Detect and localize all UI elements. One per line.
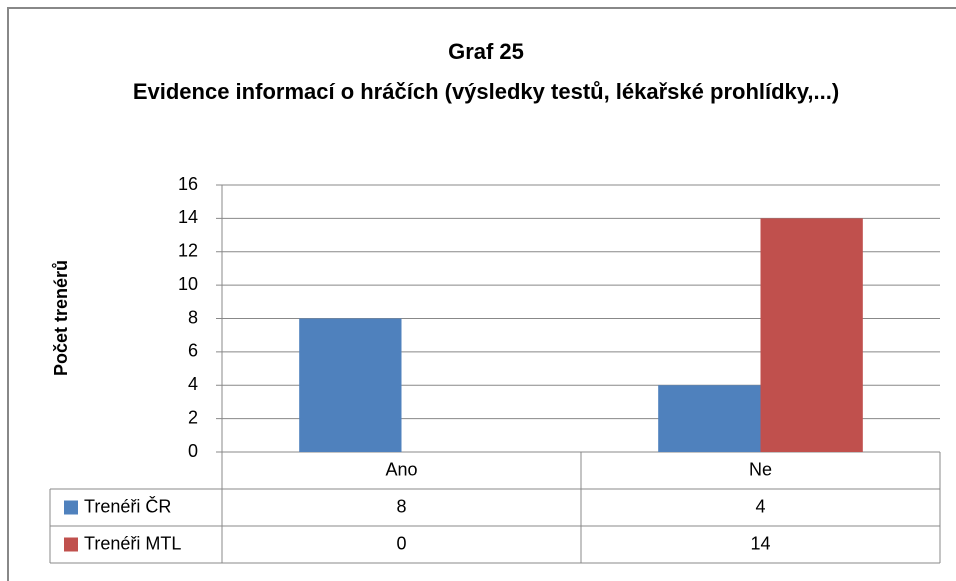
- legend-label: Trenéři ČR: [84, 495, 171, 516]
- y-tick-label: 10: [178, 274, 198, 294]
- x-tick-label: Ano: [385, 459, 417, 479]
- titles: Graf 25 Evidence informací o hráčích (vý…: [126, 32, 846, 112]
- chart-title: Graf 25: [448, 39, 524, 64]
- table-value: 4: [755, 496, 765, 516]
- table-value: 0: [396, 533, 406, 553]
- y-tick-label: 2: [188, 407, 198, 427]
- legend-key: [64, 537, 78, 552]
- y-tick-label: 12: [178, 241, 198, 261]
- y-tick-label: 8: [188, 307, 198, 327]
- table-value: 14: [750, 533, 770, 553]
- y-tick-label: 16: [178, 174, 198, 194]
- x-tick-label: Ne: [749, 459, 772, 479]
- y-tick-label: 14: [178, 207, 198, 227]
- legend-key: [64, 500, 78, 515]
- table-value: 8: [396, 496, 406, 516]
- y-tick-label: 0: [188, 441, 198, 461]
- bar: [299, 318, 402, 452]
- bar: [658, 385, 761, 452]
- bar: [760, 218, 863, 452]
- y-axis-label: Počet trenérů: [51, 260, 71, 376]
- legend-label: Trenéři MTL: [84, 533, 181, 553]
- y-tick-label: 6: [188, 341, 198, 361]
- y-tick-label: 4: [188, 374, 198, 394]
- chart-subtitle: Evidence informací o hráčích (výsledky t…: [132, 79, 840, 104]
